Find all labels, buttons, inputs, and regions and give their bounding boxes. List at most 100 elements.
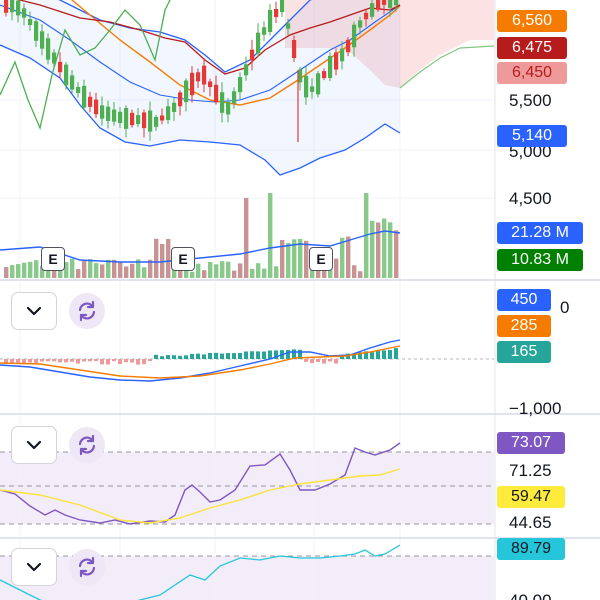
volume-bar <box>190 271 195 278</box>
macd-histogram-bar <box>190 353 194 359</box>
candle-body <box>256 32 261 54</box>
volume-bar <box>340 237 345 278</box>
candle-body <box>226 101 231 115</box>
macd-histogram-bar <box>226 353 230 359</box>
volume-bar <box>370 220 375 278</box>
macd-scale-label-minus-1000: −1,000 <box>509 399 561 418</box>
stoch-refresh-button[interactable] <box>69 549 105 585</box>
rsi-band-fill <box>0 452 494 524</box>
macd-histogram-bar <box>376 351 380 359</box>
rsi-collapse-button[interactable] <box>11 426 57 464</box>
refresh-icon <box>78 434 96 456</box>
volume-bar <box>106 259 111 278</box>
volume-bar <box>10 265 15 278</box>
volume-bar <box>262 268 267 278</box>
candle-body <box>280 0 285 13</box>
macd-histogram-bar <box>316 359 320 362</box>
volume-bar <box>268 193 273 278</box>
macd-histogram-bar <box>100 359 104 365</box>
macd-collapse-button[interactable] <box>11 292 57 330</box>
macd-histogram-bar <box>346 353 350 359</box>
macd-histogram-bar <box>10 359 14 364</box>
macd-histogram-bar <box>382 350 386 359</box>
earnings-marker[interactable]: E <box>171 247 195 271</box>
volume-bar <box>334 258 339 278</box>
candle-body <box>64 64 69 86</box>
volume-bar <box>304 240 309 278</box>
volume-bar <box>94 263 99 278</box>
macd-histogram-bar <box>370 352 374 359</box>
volume-bar <box>232 270 237 278</box>
candle-body <box>274 9 279 17</box>
candle-body <box>178 92 183 107</box>
stoch-collapse-button[interactable] <box>11 548 57 586</box>
candle-body <box>100 105 105 119</box>
volume-bar <box>76 269 81 278</box>
candle-body <box>292 39 297 59</box>
macd-histogram-bar <box>22 359 26 364</box>
rsi-badge-value: 73.07 <box>497 432 565 454</box>
candle-body <box>388 0 393 8</box>
macd-histogram-bar <box>352 353 356 359</box>
price-badge-ma-red: 6,475 <box>497 37 567 59</box>
volume-bar <box>250 268 255 278</box>
candle-body <box>148 110 153 132</box>
stoch-scale-label-40: 40.00 <box>509 591 552 600</box>
macd-histogram-bar <box>334 359 338 364</box>
macd-histogram-bar <box>274 350 278 359</box>
macd-scale-label-zero: 0 <box>560 298 569 317</box>
volume-bar <box>40 265 45 278</box>
volume-bar <box>142 267 147 278</box>
macd-histogram-bar <box>106 359 110 365</box>
macd-line <box>0 339 401 382</box>
volume-badge-ma: 21.28 M <box>497 222 583 244</box>
plot-area[interactable] <box>0 0 494 600</box>
macd-histogram-bar <box>112 359 116 362</box>
macd-histogram-bar <box>160 356 164 359</box>
volume-bar <box>280 239 285 278</box>
macd-histogram-bar <box>286 350 290 359</box>
macd-histogram-bar <box>178 355 182 359</box>
macd-histogram-bar <box>220 353 224 359</box>
volume-bar <box>70 258 75 278</box>
macd-histogram-bar <box>256 351 260 359</box>
candle-body <box>364 12 369 20</box>
candle-body <box>118 111 123 124</box>
candle-body <box>232 91 237 104</box>
candle-body <box>172 102 177 112</box>
macd-badge-histogram: 165 <box>497 341 551 363</box>
macd-refresh-button[interactable] <box>69 293 105 329</box>
candle-body <box>88 96 93 107</box>
rsi-refresh-button[interactable] <box>69 427 105 463</box>
candle-body <box>394 0 399 6</box>
volume-bar <box>34 260 39 278</box>
ichimoku-cloud-edge <box>399 45 494 89</box>
candle-body <box>244 64 249 76</box>
macd-histogram-bar <box>4 359 8 364</box>
macd-histogram-bar <box>76 359 80 364</box>
volume-bar <box>244 198 249 278</box>
volume-bar <box>322 270 327 278</box>
volume-bar <box>52 266 57 278</box>
candle-body <box>208 81 213 88</box>
volume-bar <box>184 270 189 278</box>
macd-histogram-bar <box>364 351 368 359</box>
volume-bar <box>166 239 171 278</box>
macd-histogram-bar <box>298 349 302 359</box>
candle-body <box>22 8 27 18</box>
macd-histogram-bar <box>28 359 32 363</box>
ichimoku-cloud-red <box>285 0 494 88</box>
volume-bar <box>172 269 177 278</box>
candle-body <box>46 38 51 60</box>
candle-body <box>112 109 117 122</box>
earnings-marker[interactable]: E <box>41 247 65 271</box>
volume-bar <box>148 259 153 278</box>
candle-body <box>166 106 171 121</box>
candle-body <box>190 72 195 96</box>
macd-histogram-bar <box>58 359 62 363</box>
macd-histogram-bar <box>166 355 170 359</box>
macd-histogram-bar <box>142 359 146 365</box>
rsi-moving-average <box>0 468 401 524</box>
candle-body <box>70 75 75 90</box>
earnings-marker[interactable]: E <box>309 247 333 271</box>
